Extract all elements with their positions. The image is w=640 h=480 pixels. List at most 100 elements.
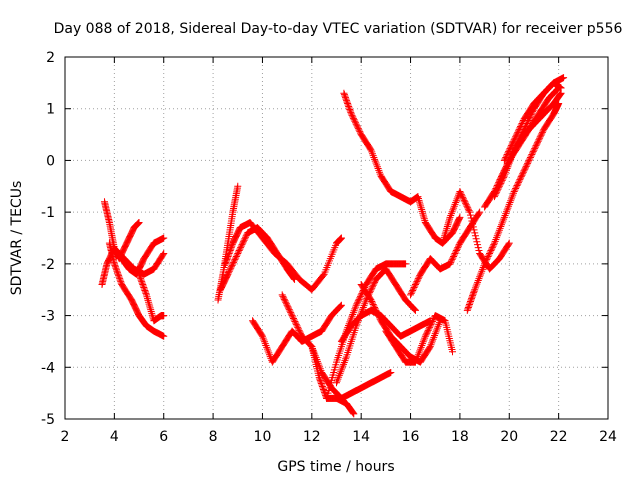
data-point — [467, 214, 475, 222]
data-point — [447, 258, 455, 266]
data-point — [524, 158, 532, 166]
data-point — [138, 279, 146, 287]
data-point — [285, 306, 293, 314]
data-point — [282, 298, 290, 306]
data-point — [411, 306, 419, 314]
data-point — [292, 319, 300, 327]
data-point — [491, 191, 499, 199]
data-point — [418, 206, 426, 214]
data-point — [475, 247, 483, 255]
data-point — [512, 131, 520, 139]
data-point — [318, 381, 326, 389]
data-point — [113, 267, 121, 275]
data-point — [457, 190, 465, 198]
data-point — [115, 272, 123, 280]
x-axis-label: GPS time / hours — [277, 459, 394, 475]
data-point — [353, 300, 361, 308]
data-point — [224, 254, 232, 262]
data-point — [235, 247, 243, 255]
data-point — [448, 255, 456, 263]
data-point — [502, 162, 510, 170]
data-point — [228, 261, 236, 269]
data-point — [557, 90, 565, 98]
data-point — [519, 170, 527, 178]
data-point — [409, 286, 417, 294]
data-point — [410, 283, 418, 291]
data-point — [352, 301, 360, 309]
x-tick-label: 4 — [110, 429, 119, 445]
data-point — [468, 217, 476, 225]
data-point — [454, 244, 462, 252]
data-point — [514, 179, 522, 187]
series-track-10 — [278, 291, 358, 418]
y-tick-label: -3 — [41, 309, 55, 325]
data-point — [230, 258, 238, 266]
data-point — [494, 185, 502, 193]
data-point — [319, 271, 327, 279]
data-point — [469, 292, 477, 300]
data-point — [289, 313, 297, 321]
data-point — [554, 85, 562, 93]
data-point — [446, 215, 454, 223]
data-point — [141, 286, 149, 294]
data-point — [502, 153, 510, 161]
data-point — [450, 252, 458, 260]
data-point — [146, 302, 154, 310]
data-point — [449, 254, 457, 262]
data-point — [469, 220, 477, 228]
data-point — [353, 122, 361, 130]
data-point — [510, 187, 518, 195]
data-point — [453, 245, 461, 253]
data-point — [444, 221, 452, 229]
data-point — [240, 236, 248, 244]
data-point — [135, 270, 143, 278]
data-point — [529, 149, 537, 157]
plot-frame — [64, 56, 609, 420]
data-point — [458, 192, 466, 200]
data-point — [238, 241, 246, 249]
data-point — [315, 374, 323, 382]
data-point — [419, 211, 427, 219]
data-point — [147, 306, 155, 314]
series-track-3 — [105, 239, 168, 340]
data-point — [444, 219, 452, 227]
data-point — [426, 344, 434, 352]
data-point — [145, 300, 153, 308]
data-point — [517, 174, 525, 182]
data-point — [538, 128, 546, 136]
series-track-20 — [463, 100, 563, 314]
x-tick-label: 22 — [550, 429, 568, 445]
data-point — [512, 133, 520, 141]
data-point — [497, 174, 505, 182]
data-point — [280, 295, 288, 303]
data-point — [116, 276, 124, 284]
data-point — [368, 284, 376, 292]
series-track-23 — [495, 84, 563, 185]
x-tick-label: 12 — [303, 429, 321, 445]
data-point — [135, 218, 143, 226]
data-point — [423, 329, 431, 337]
data-point — [466, 298, 474, 306]
data-point — [518, 171, 526, 179]
series-track-8 — [221, 218, 345, 294]
data-point — [160, 250, 168, 258]
data-point — [352, 120, 360, 128]
data-point — [288, 312, 296, 320]
data-point — [352, 119, 360, 127]
data-point — [509, 139, 517, 147]
data-point — [242, 233, 250, 241]
data-point — [226, 247, 234, 255]
data-point — [513, 130, 521, 138]
data-point — [527, 152, 535, 160]
data-point — [160, 332, 168, 340]
data-point — [237, 242, 245, 250]
data-points — [98, 74, 568, 418]
data-point — [227, 244, 235, 252]
data-point — [501, 165, 509, 173]
data-point — [241, 235, 249, 243]
data-point — [337, 234, 345, 242]
data-point — [498, 171, 506, 179]
data-point — [356, 292, 364, 300]
data-point — [224, 270, 232, 278]
data-point — [525, 156, 533, 164]
